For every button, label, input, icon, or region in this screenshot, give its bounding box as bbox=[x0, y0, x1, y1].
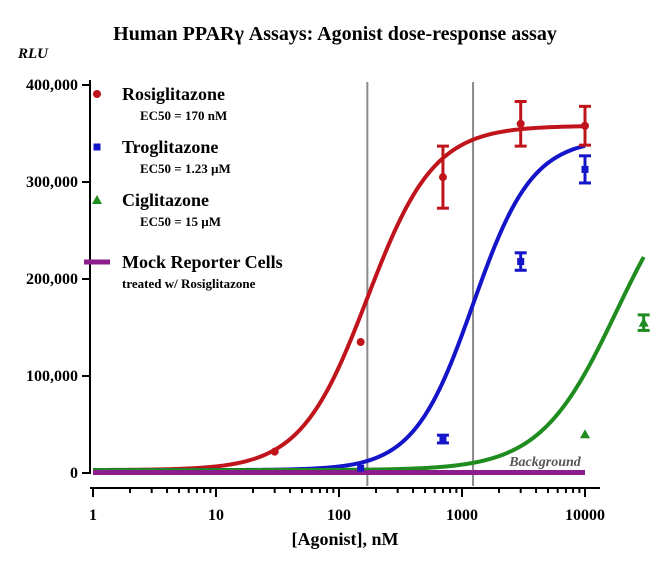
data-point bbox=[439, 435, 447, 443]
reference-lines bbox=[366, 82, 475, 486]
data-point bbox=[638, 317, 649, 327]
y-axis-unit: RLU bbox=[17, 46, 49, 62]
data-point bbox=[356, 338, 365, 347]
legend-sublabel-0: EC50 = 170 nM bbox=[140, 108, 227, 123]
x-tick-label: 10000 bbox=[565, 507, 605, 524]
y-tick-label: 0 bbox=[70, 465, 78, 482]
legend-label-2: Ciglitazone bbox=[122, 190, 209, 210]
legend-marker bbox=[93, 143, 101, 151]
legend-sublabel-2: EC50 = 15 µM bbox=[140, 214, 221, 229]
data-point bbox=[438, 173, 447, 182]
data-point bbox=[270, 447, 279, 456]
x-tick-label: 10 bbox=[208, 507, 224, 524]
x-axis-label: [Agonist], nM bbox=[292, 529, 399, 549]
x-tick-label: 1 bbox=[89, 507, 97, 524]
legend-label-1: Troglitazone bbox=[122, 137, 218, 157]
axis-ticks: 0 100,000 200,000 300,000 400,000 1 10 100 1000 1… bbox=[26, 77, 605, 524]
axes bbox=[89, 80, 600, 489]
series-curve-0 bbox=[92, 124, 586, 472]
background-annotation: Background bbox=[508, 455, 582, 470]
x-tick-label: 1000 bbox=[446, 507, 478, 524]
x-tick-label: 100 bbox=[327, 507, 351, 524]
y-tick-label: 200,000 bbox=[26, 271, 78, 288]
legend: Rosiglitazone EC50 = 170 nM Troglitazone EC… bbox=[84, 84, 283, 291]
legend-marker bbox=[93, 90, 101, 98]
data-point bbox=[581, 165, 589, 173]
legend-label-0: Rosiglitazone bbox=[122, 84, 225, 104]
legend-sublabel-1: EC50 = 1.23 µM bbox=[140, 161, 231, 176]
y-tick-label: 300,000 bbox=[26, 174, 78, 191]
chart-title: Human PPARγ Assays: Agonist dose-respons… bbox=[113, 23, 557, 45]
y-tick-label: 100,000 bbox=[26, 368, 78, 385]
legend-sublabel-3: treated w/ Rosiglitazone bbox=[122, 276, 256, 291]
data-point bbox=[516, 119, 525, 128]
data-point bbox=[357, 464, 365, 472]
legend-label-3: Mock Reporter Cells bbox=[122, 252, 283, 272]
legend-marker bbox=[92, 195, 102, 204]
data-point bbox=[517, 258, 525, 266]
fit-curves bbox=[92, 124, 646, 476]
data-point bbox=[580, 429, 590, 439]
data-point bbox=[581, 121, 589, 130]
data-points bbox=[270, 99, 650, 472]
y-tick-label: 400,000 bbox=[26, 77, 78, 94]
